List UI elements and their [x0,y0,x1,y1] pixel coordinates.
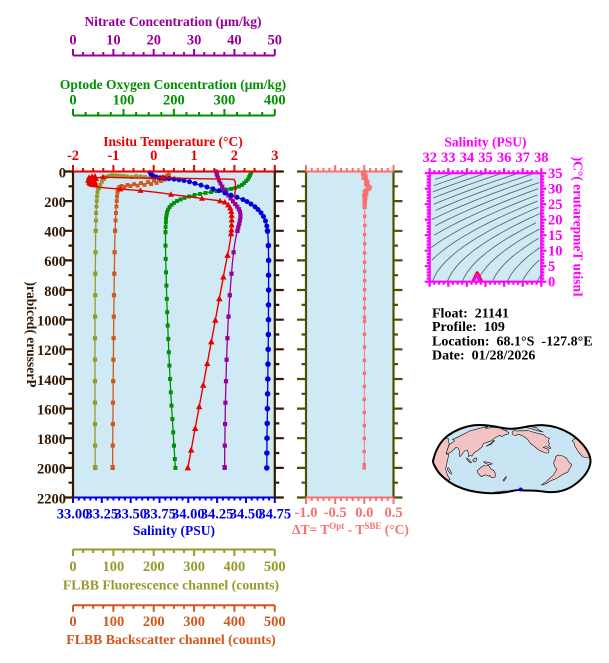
svg-text:34.25: 34.25 [201,507,234,523]
svg-text:300: 300 [214,93,236,109]
svg-text:0: 0 [69,614,76,630]
svg-text:1400: 1400 [37,373,66,389]
svg-text:36: 36 [497,150,512,166]
svg-text:400: 400 [224,614,246,630]
svg-text:25: 25 [548,197,563,213]
svg-text:33: 33 [441,150,456,166]
svg-text:50: 50 [268,33,283,49]
svg-text:200: 200 [143,559,165,575]
svg-text:0: 0 [150,148,157,164]
svg-text:1: 1 [190,148,197,164]
svg-text:500: 500 [264,614,286,630]
svg-text:-2: -2 [67,148,79,164]
svg-text:20: 20 [548,213,563,229]
svg-text:20: 20 [146,33,161,49]
svg-text:Salinity (PSU): Salinity (PSU) [133,523,215,538]
svg-text:Date: 01/28/2026: Date: 01/28/2026 [432,348,535,363]
svg-text:38: 38 [534,150,549,166]
svg-text:2200: 2200 [37,491,66,507]
svg-text:FLBB Fluorescence channel (cou: FLBB Fluorescence channel (counts) [63,578,279,594]
svg-text:30: 30 [548,182,563,198]
svg-text:15: 15 [548,228,563,244]
svg-text:-1: -1 [107,148,119,164]
svg-text:34.00: 34.00 [172,507,205,523]
svg-text:34.75: 34.75 [258,507,291,523]
svg-text:Float: 21141: Float: 21141 [432,307,509,322]
svg-text:35: 35 [478,150,493,166]
svg-text:33.00: 33.00 [57,507,90,523]
svg-text:37: 37 [515,150,530,166]
svg-text:400: 400 [44,225,66,241]
svg-text:0: 0 [59,165,66,181]
svg-text:1800: 1800 [37,432,66,448]
svg-text:)C°( erutarepmeT utisnI: )C°( erutarepmeT utisnI [571,157,586,298]
svg-text:400: 400 [224,559,246,575]
svg-text:-1.0: -1.0 [295,505,318,521]
svg-text:0: 0 [69,93,76,109]
svg-text:10: 10 [106,33,121,49]
svg-text:500: 500 [264,559,286,575]
svg-text:300: 300 [183,614,205,630]
svg-text:600: 600 [44,254,66,270]
svg-text:5: 5 [548,259,555,275]
svg-text:FLBB Backscatter channel (coun: FLBB Backscatter channel (counts) [66,632,275,648]
svg-text:200: 200 [143,614,165,630]
svg-text:800: 800 [44,284,66,300]
svg-text:Optode Oxygen Concentration (μ: Optode Oxygen Concentration (μm/kg) [60,77,286,92]
svg-text:400: 400 [264,93,286,109]
svg-text:34.50: 34.50 [230,507,263,523]
svg-text:10: 10 [548,244,563,260]
svg-text:200: 200 [44,195,66,211]
svg-text:Profile: 109: Profile: 109 [432,320,505,335]
svg-text:3: 3 [271,148,278,164]
svg-text:100: 100 [113,93,135,109]
svg-text:ΔT= TOpt - TSBE (°C): ΔT= TOpt - TSBE (°C) [292,521,409,537]
svg-text:Nitrate Concentration (μm/kg): Nitrate Concentration (μm/kg) [84,14,261,29]
svg-text:35: 35 [548,166,563,182]
svg-text:1600: 1600 [37,402,66,418]
svg-text:200: 200 [163,93,185,109]
svg-text:-0.5: -0.5 [324,505,347,521]
svg-text:Location: 68.1°S -127.8°E: Location: 68.1°S -127.8°E [432,334,593,349]
svg-text:32: 32 [422,150,437,166]
svg-text:2000: 2000 [37,462,66,478]
svg-text:Insitu Temperature (°C): Insitu Temperature (°C) [103,134,242,149]
svg-text:34: 34 [460,150,475,166]
svg-text:0.5: 0.5 [384,505,402,521]
svg-text:0: 0 [548,275,555,291]
svg-text:Salinity (PSU): Salinity (PSU) [444,135,526,150]
svg-text:30: 30 [187,33,202,49]
svg-text:100: 100 [103,614,125,630]
svg-text:0.0: 0.0 [355,505,373,521]
svg-text:33.25: 33.25 [85,507,118,523]
svg-text:)rabiced( erusserP: )rabiced( erusserP [24,281,39,387]
svg-text:300: 300 [183,559,205,575]
svg-text:0: 0 [69,559,76,575]
svg-text:0: 0 [69,33,76,49]
svg-text:33.50: 33.50 [114,507,147,523]
svg-text:1200: 1200 [37,343,66,359]
svg-text:100: 100 [103,559,125,575]
svg-text:33.75: 33.75 [143,507,176,523]
svg-text:1000: 1000 [37,314,66,330]
svg-text:40: 40 [227,33,242,49]
svg-text:2: 2 [231,148,238,164]
